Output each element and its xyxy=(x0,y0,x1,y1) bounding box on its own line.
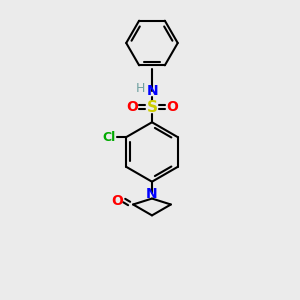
Text: O: O xyxy=(166,100,178,114)
Text: N: N xyxy=(147,84,159,98)
Text: S: S xyxy=(146,100,158,115)
Text: O: O xyxy=(126,100,138,114)
Text: N: N xyxy=(146,187,158,201)
Text: O: O xyxy=(111,194,123,208)
Text: H: H xyxy=(135,82,145,95)
Text: Cl: Cl xyxy=(103,130,116,144)
